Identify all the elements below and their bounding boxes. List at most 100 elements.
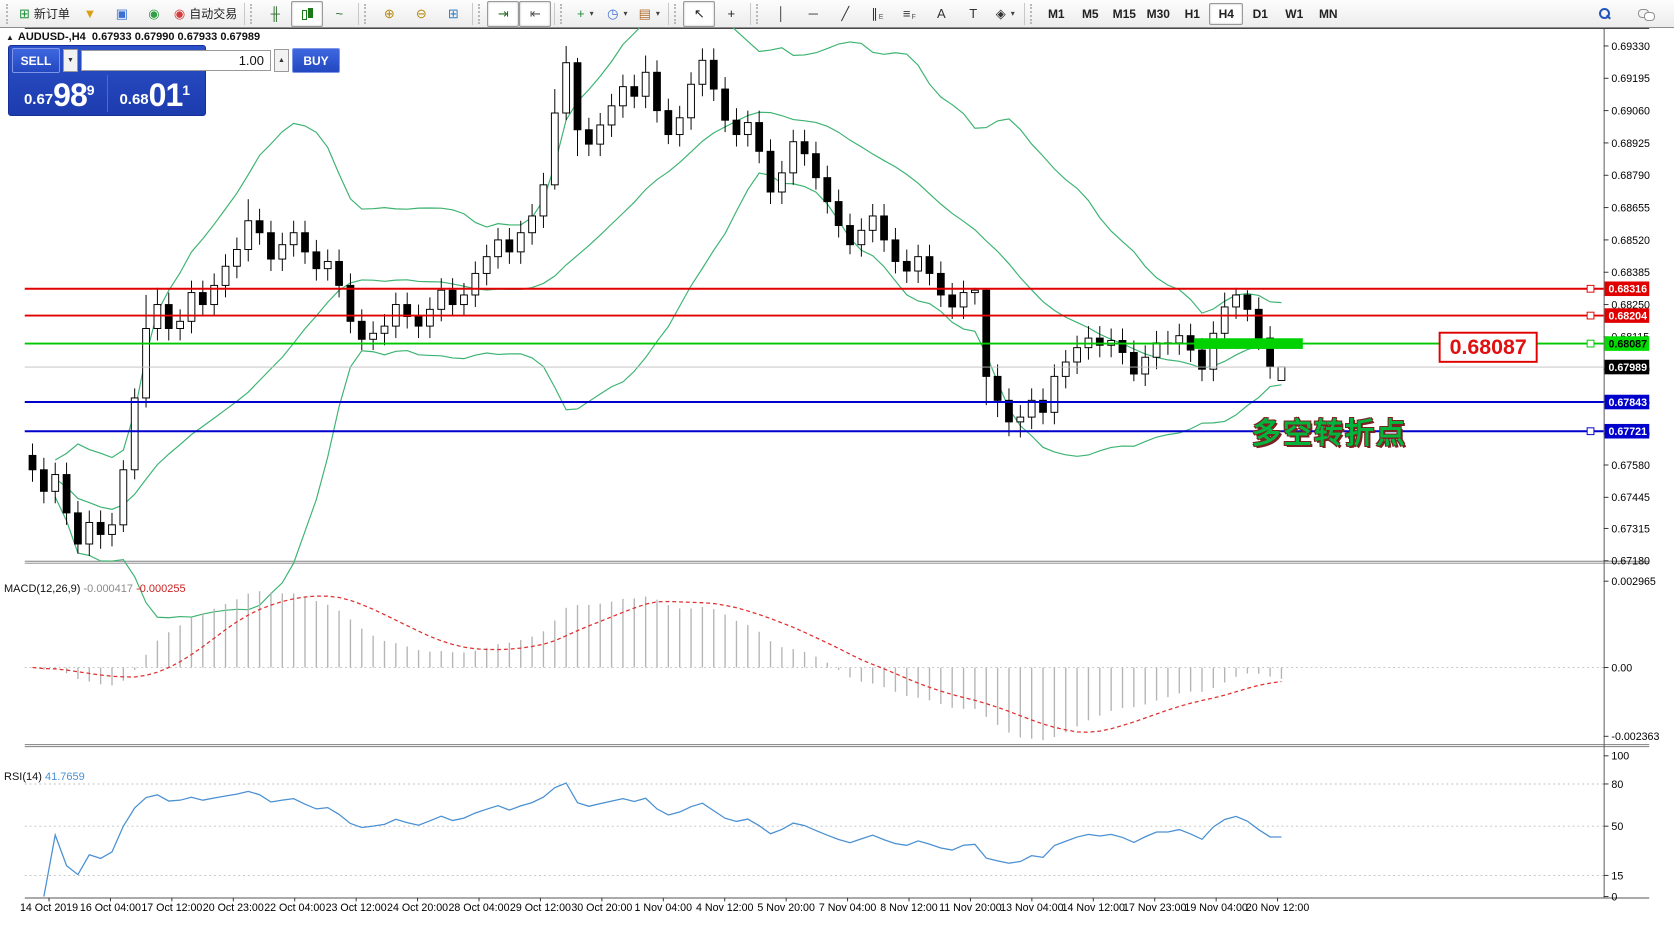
tf-h1[interactable]: H1 [1175, 3, 1209, 25]
macd-signal-line [32, 595, 1282, 733]
tile-windows-icon[interactable]: ⊞ [437, 1, 469, 27]
price-tick-label: 0.68250 [1611, 299, 1650, 311]
candle [244, 220, 253, 250]
resistance-line-2-handle[interactable] [1586, 311, 1595, 320]
zoom-out-icon[interactable]: ⊖ [405, 1, 437, 27]
zoom-out-icon: ⊖ [415, 6, 427, 21]
macd-signal-value: -0.000255 [136, 583, 186, 595]
templates-icon[interactable]: ▤ ▾ [633, 1, 665, 27]
candlestick-chart-icon [300, 7, 314, 21]
toolbar-group: ⇥ ⇤ [487, 0, 552, 27]
channel-icon[interactable]: ∥ E [861, 1, 893, 27]
highlight-zone[interactable] [1194, 338, 1303, 349]
indicators-icon[interactable]: + ▾ [569, 1, 601, 27]
trendline-icon[interactable]: ╱ [829, 1, 861, 27]
panel-collapse-icon[interactable]: ▲ [6, 33, 14, 42]
bollinger-middle-band[interactable] [54, 111, 1282, 510]
support-line-2-badge [1604, 423, 1650, 439]
periods-icon[interactable]: ◷ ▾ [601, 1, 633, 27]
arrows-icon[interactable]: ◈ ▾ [989, 1, 1021, 27]
tf-d1-label: D1 [1252, 6, 1268, 21]
sell-button[interactable]: SELL [12, 48, 60, 73]
auto-scroll-icon[interactable]: ⇥ [487, 0, 520, 27]
macd-value: -0.000417 [83, 583, 134, 595]
candle [255, 220, 264, 234]
toolbar-grip[interactable] [364, 3, 369, 24]
turning-point-annotation[interactable]: 多空转折点 [1252, 418, 1408, 450]
signals-icon: ◉ [148, 6, 160, 21]
rsi-axis-label: 15 [1611, 870, 1623, 882]
support-line-1-badge [1604, 394, 1650, 410]
terminal-icon[interactable]: ▣ [106, 1, 138, 27]
tf-h4[interactable]: H4 [1209, 2, 1244, 25]
tf-m15[interactable]: M15 [1107, 3, 1141, 25]
cursor-icon[interactable]: ↖ [683, 0, 716, 27]
text-label-icon[interactable]: T [957, 1, 989, 27]
tf-m30[interactable]: M30 [1141, 3, 1175, 25]
tf-mn[interactable]: MN [1311, 3, 1345, 25]
time-tick-label: 30 Oct 20:00 [571, 902, 632, 914]
chart-canvas[interactable]: 0.69330 0.69195 0.69060 0.68925 0.68790 0.686… [0, 28, 1674, 947]
volume-decrease-button[interactable]: ▼ [63, 49, 78, 72]
bollinger-lower-band[interactable] [54, 172, 1282, 619]
tf-w1[interactable]: W1 [1277, 3, 1311, 25]
candle [380, 325, 389, 334]
vertical-line-icon[interactable]: │ [765, 1, 797, 27]
price-label-box[interactable] [1438, 331, 1538, 363]
toolbar-grip[interactable] [250, 3, 255, 24]
tf-m5[interactable]: M5 [1073, 3, 1107, 25]
templates-icon-dropdown[interactable]: ▾ [655, 9, 660, 18]
crosshair-icon[interactable]: + [715, 1, 747, 27]
resistance-line-1-handle[interactable] [1586, 284, 1595, 293]
support-line-2-handle[interactable] [1586, 427, 1595, 436]
bar-chart-icon[interactable]: ╫ [259, 1, 291, 27]
search-icon[interactable] [1588, 1, 1620, 27]
candle [528, 215, 536, 234]
candle [1061, 361, 1070, 377]
chart-shift-icon[interactable]: ⇤ [519, 0, 552, 27]
pivot-line-handle[interactable] [1586, 339, 1595, 348]
signals-icon[interactable]: ◉ [138, 1, 170, 27]
macd-axis-label: 0.002965 [1611, 576, 1656, 588]
toolbar-grip[interactable] [1030, 3, 1035, 24]
line-chart-icon[interactable]: ~ [323, 1, 355, 27]
candle [630, 86, 639, 97]
chat-icon[interactable] [1630, 1, 1662, 27]
toolbar-grip[interactable] [6, 3, 11, 24]
candle [1243, 294, 1252, 310]
horizontal-line-icon[interactable]: ─ [797, 1, 829, 27]
toolbar-grip[interactable] [756, 3, 761, 24]
auto-trading-button[interactable]: ◉ 自动交易 [170, 1, 241, 27]
chart-window-icon[interactable]: ▼ [74, 1, 106, 27]
zoom-in-icon[interactable]: ⊕ [373, 1, 405, 27]
time-tick-label: 20 Oct 23:00 [203, 902, 264, 914]
toolbar-grip[interactable] [674, 3, 679, 24]
fibonacci-icon[interactable]: ≡ F [893, 1, 925, 27]
arrows-icon-dropdown[interactable]: ▾ [1010, 9, 1015, 18]
sell-price[interactable]: 0.67 98 9 [12, 75, 108, 112]
periods-icon-dropdown[interactable]: ▾ [623, 9, 628, 18]
bollinger-upper-band[interactable] [54, 28, 1282, 461]
candle [335, 260, 343, 286]
resistance-line-2-badge [1604, 308, 1650, 323]
new-order-button[interactable]: ⊞ 新订单 [15, 1, 74, 27]
tf-m1[interactable]: M1 [1039, 3, 1073, 25]
time-tick-label: 17 Nov 23:00 [1123, 902, 1186, 914]
buy-price[interactable]: 0.68 01 1 [108, 75, 203, 112]
price-tick-label: 0.67315 [1611, 523, 1650, 535]
tf-m5-label: M5 [1081, 6, 1099, 21]
indicators-icon-dropdown[interactable]: ▾ [589, 9, 594, 18]
candle [1050, 375, 1059, 413]
toolbar-grip[interactable] [478, 3, 483, 24]
price-tick-label: 0.69060 [1611, 105, 1650, 117]
candle [369, 332, 378, 340]
price-label-box-text: 0.68087 [1450, 335, 1527, 359]
candlestick-chart-icon[interactable] [291, 0, 324, 27]
text-icon[interactable]: A [925, 1, 957, 27]
current-price-line-badge-text: 0.67989 [1608, 362, 1647, 374]
toolbar-grip[interactable] [560, 3, 565, 24]
volume-input[interactable] [81, 50, 271, 71]
tf-d1[interactable]: D1 [1243, 3, 1277, 25]
volume-increase-button[interactable]: ▲ [274, 49, 289, 72]
buy-button[interactable]: BUY [292, 48, 340, 73]
